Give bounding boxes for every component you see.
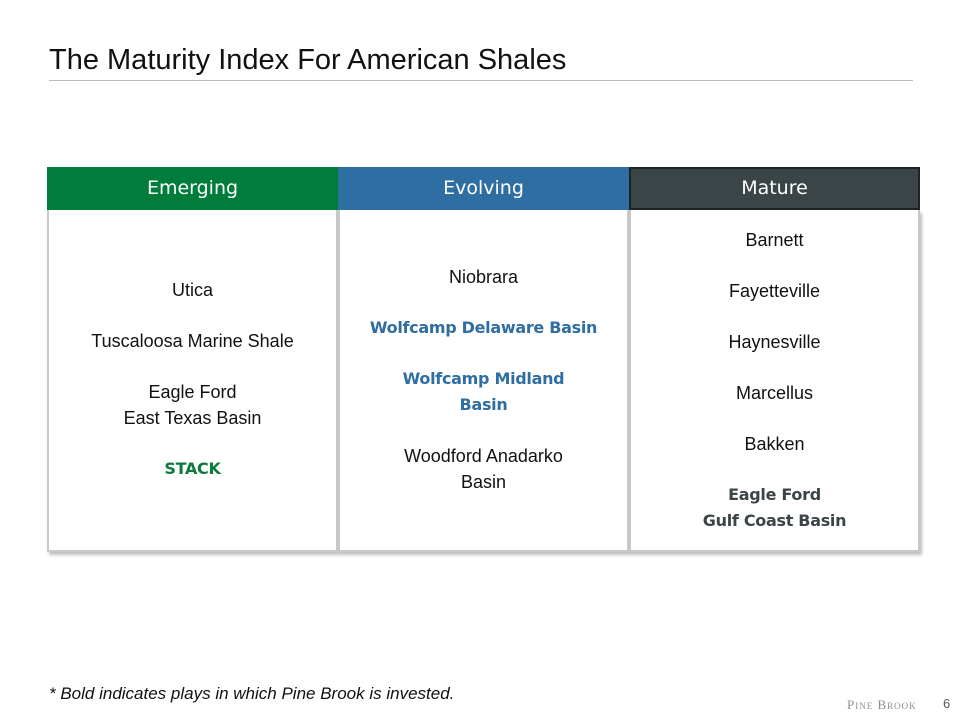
list-item: Marcellus bbox=[735, 383, 814, 403]
list-item: Barnett bbox=[745, 230, 804, 250]
column-evolving: Evolving Niobrara Wolfcamp Delaware Basi… bbox=[338, 167, 629, 552]
column-emerging: Emerging Utica Tuscaloosa Marine Shale E… bbox=[47, 167, 338, 552]
column-header-emerging: Emerging bbox=[47, 167, 338, 210]
page-number: 6 bbox=[943, 696, 951, 711]
column-header-mature: Mature bbox=[629, 167, 920, 210]
title-divider bbox=[49, 80, 913, 81]
slide-title: The Maturity Index For American Shales bbox=[49, 44, 567, 76]
list-item: Woodford Anadarko bbox=[404, 446, 563, 466]
list-item-invested: Wolfcamp Midland bbox=[402, 369, 565, 388]
list-item-invested: Wolfcamp Delaware Basin bbox=[369, 318, 598, 337]
column-mature: Mature Barnett Fayetteville Haynesville … bbox=[629, 167, 920, 552]
list-item-invested: Gulf Coast Basin bbox=[702, 511, 847, 530]
maturity-table: Emerging Utica Tuscaloosa Marine Shale E… bbox=[47, 167, 920, 552]
column-body-emerging: Utica Tuscaloosa Marine Shale Eagle Ford… bbox=[47, 210, 338, 552]
list-item-invested: Eagle Ford bbox=[728, 485, 821, 504]
list-item: Basin bbox=[460, 472, 507, 492]
list-item: Bakken bbox=[744, 434, 805, 454]
column-body-evolving: Niobrara Wolfcamp Delaware Basin Wolfcam… bbox=[338, 210, 629, 552]
list-item: Utica bbox=[171, 280, 213, 300]
column-body-mature: Barnett Fayetteville Haynesville Marcell… bbox=[629, 210, 920, 552]
list-item: East Texas Basin bbox=[123, 408, 262, 428]
footnote: * Bold indicates plays in which Pine Bro… bbox=[49, 684, 455, 703]
list-item: Niobrara bbox=[448, 267, 519, 287]
brand-logo: Pine Brook bbox=[847, 697, 917, 712]
list-item-invested: Basin bbox=[459, 395, 508, 414]
list-item-invested: STACK bbox=[164, 459, 221, 478]
column-header-evolving: Evolving bbox=[338, 167, 629, 210]
list-item: Haynesville bbox=[728, 332, 821, 352]
list-item: Tuscaloosa Marine Shale bbox=[91, 331, 294, 351]
list-item: Fayetteville bbox=[728, 281, 821, 301]
list-item: Eagle Ford bbox=[148, 382, 237, 402]
